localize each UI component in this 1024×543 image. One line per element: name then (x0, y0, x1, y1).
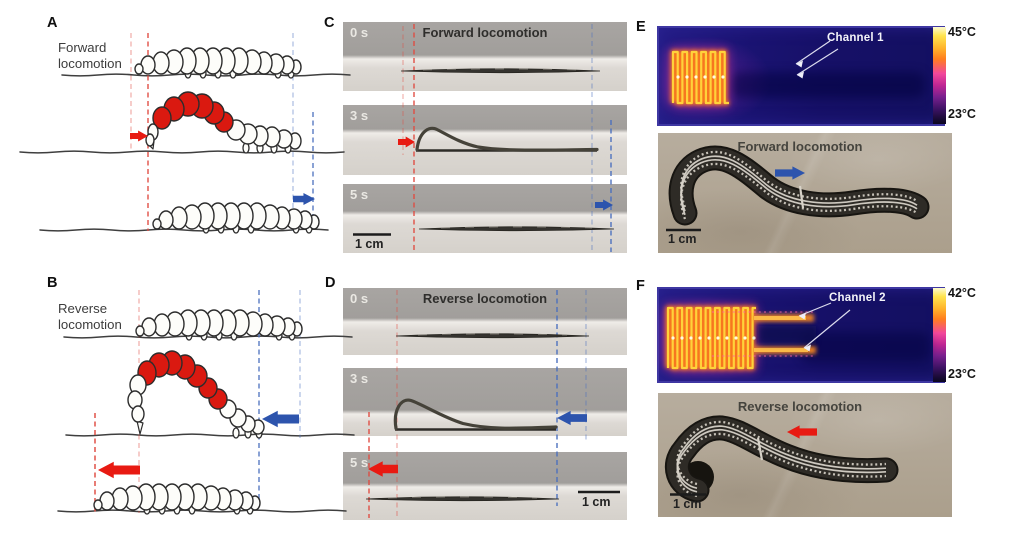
panel-letter-b: B (47, 275, 58, 291)
scalebar-label-f: 1 cm (673, 497, 702, 511)
caption-reverse-locomotion: Reverse locomotion (58, 301, 122, 332)
caterpillar-reverse-pose2-hump (127, 350, 265, 439)
frame-c-0s (343, 22, 627, 91)
caterpillar-forward-pose3 (152, 202, 320, 234)
blue-forward-arrow-c-icon (595, 199, 613, 211)
channel1-pointer-1 (795, 40, 831, 68)
scalebar-label-d: 1 cm (582, 495, 611, 509)
ground-b2 (65, 433, 355, 437)
heater-coil-channel2 (663, 303, 760, 373)
temp-min-f: 23°C (948, 367, 976, 381)
ground-a2 (19, 150, 345, 154)
temp-max-e: 45°C (948, 25, 976, 39)
caterpillar-reverse-pose3 (93, 483, 261, 515)
robot-ribbon-reverse (664, 415, 899, 503)
channel1-label: Channel 1 (827, 32, 884, 44)
heater-coil-channel1 (668, 47, 733, 108)
ground-b3 (57, 509, 347, 513)
colorbar-f (933, 288, 946, 382)
frame-d-5s (343, 452, 627, 520)
time-label-d-5s: 5 s (350, 455, 369, 470)
red-forward-arrow-c-icon (398, 136, 415, 148)
red-reverse-arrow-d-icon (368, 461, 398, 477)
red-forward-arrow-a-icon (130, 130, 148, 142)
ground-a3 (39, 228, 329, 232)
colorbar-e (933, 27, 946, 124)
caterpillar-reverse-pose1 (135, 309, 303, 341)
channel2-label: Channel 2 (829, 292, 886, 304)
scalebar-label-e: 1 cm (668, 232, 697, 246)
time-label-d-0s: 0 s (350, 291, 369, 306)
robot-ribbon-forward (668, 145, 930, 226)
panel-letter-d: D (325, 275, 336, 291)
frame-c-3s (343, 105, 627, 175)
frame-c-5s (343, 184, 627, 253)
caterpillar-forward-pose2-hump (145, 91, 302, 154)
photo-title-e: Forward locomotion (737, 139, 863, 154)
blue-forward-arrow-e-icon (775, 166, 805, 180)
red-reverse-arrow-f-icon (787, 425, 817, 439)
blue-forward-arrow-a-icon (293, 192, 315, 206)
blue-reverse-arrow-b-icon (262, 410, 299, 428)
channel1-pointer-2 (796, 48, 839, 79)
frame-d-3s (343, 368, 627, 436)
photo-title-f: Reverse locomotion (737, 399, 863, 414)
robot-arch-d-3s (393, 398, 558, 431)
channel2-pointer-2 (803, 309, 851, 352)
ground-b1 (63, 335, 353, 339)
panel-letter-e: E (636, 19, 646, 35)
robot-arch-c-3s (415, 126, 599, 152)
title-d: Reverse locomotion (422, 291, 548, 306)
title-c: Forward locomotion (422, 25, 548, 40)
caterpillar-forward-pose1 (134, 47, 302, 79)
frame-d-0s (343, 288, 627, 355)
scalebar-label-c: 1 cm (355, 237, 384, 251)
time-label-c-0s: 0 s (350, 25, 369, 40)
time-label-d-3s: 3 s (350, 371, 369, 386)
red-reverse-arrow-b-icon (98, 461, 140, 479)
panel-letter-a: A (47, 15, 58, 31)
blue-reverse-arrow-d-icon (557, 410, 587, 426)
temp-min-e: 23°C (948, 107, 976, 121)
channel2-pointer-1 (798, 302, 832, 320)
time-label-c-3s: 3 s (350, 108, 369, 123)
temp-max-f: 42°C (948, 286, 976, 300)
panel-letter-c: C (324, 15, 335, 31)
caption-forward-locomotion: Forward locomotion (58, 40, 122, 71)
panel-letter-f: F (636, 278, 645, 294)
time-label-c-5s: 5 s (350, 187, 369, 202)
